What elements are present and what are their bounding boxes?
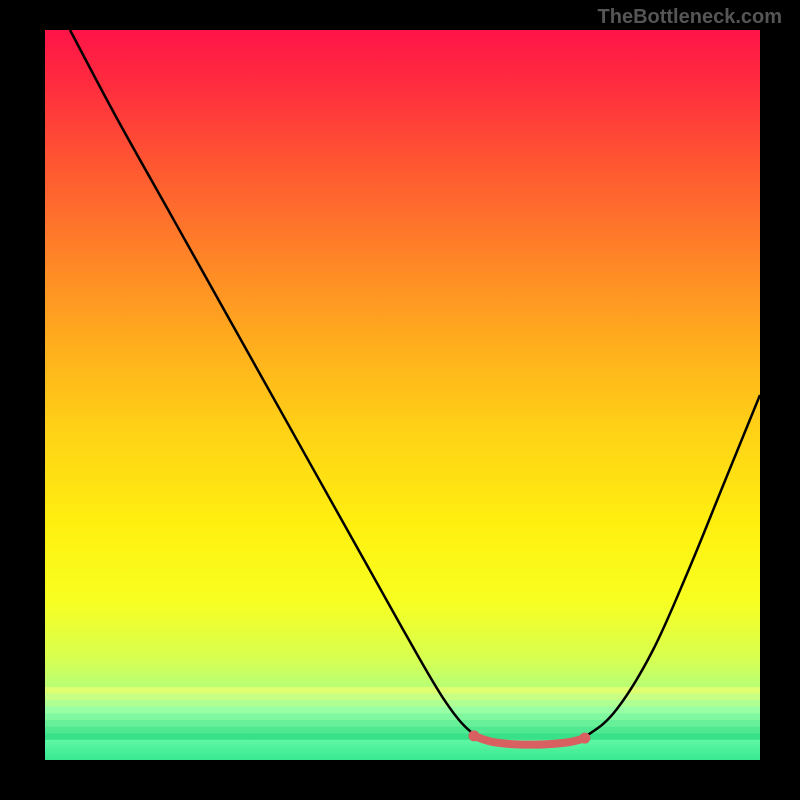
chart-plot-area [45,30,760,760]
bottleneck-curve [70,30,760,744]
optimal-range-highlight [474,736,585,745]
chart-curve-layer [45,30,760,760]
attribution-text: TheBottleneck.com [598,6,782,29]
